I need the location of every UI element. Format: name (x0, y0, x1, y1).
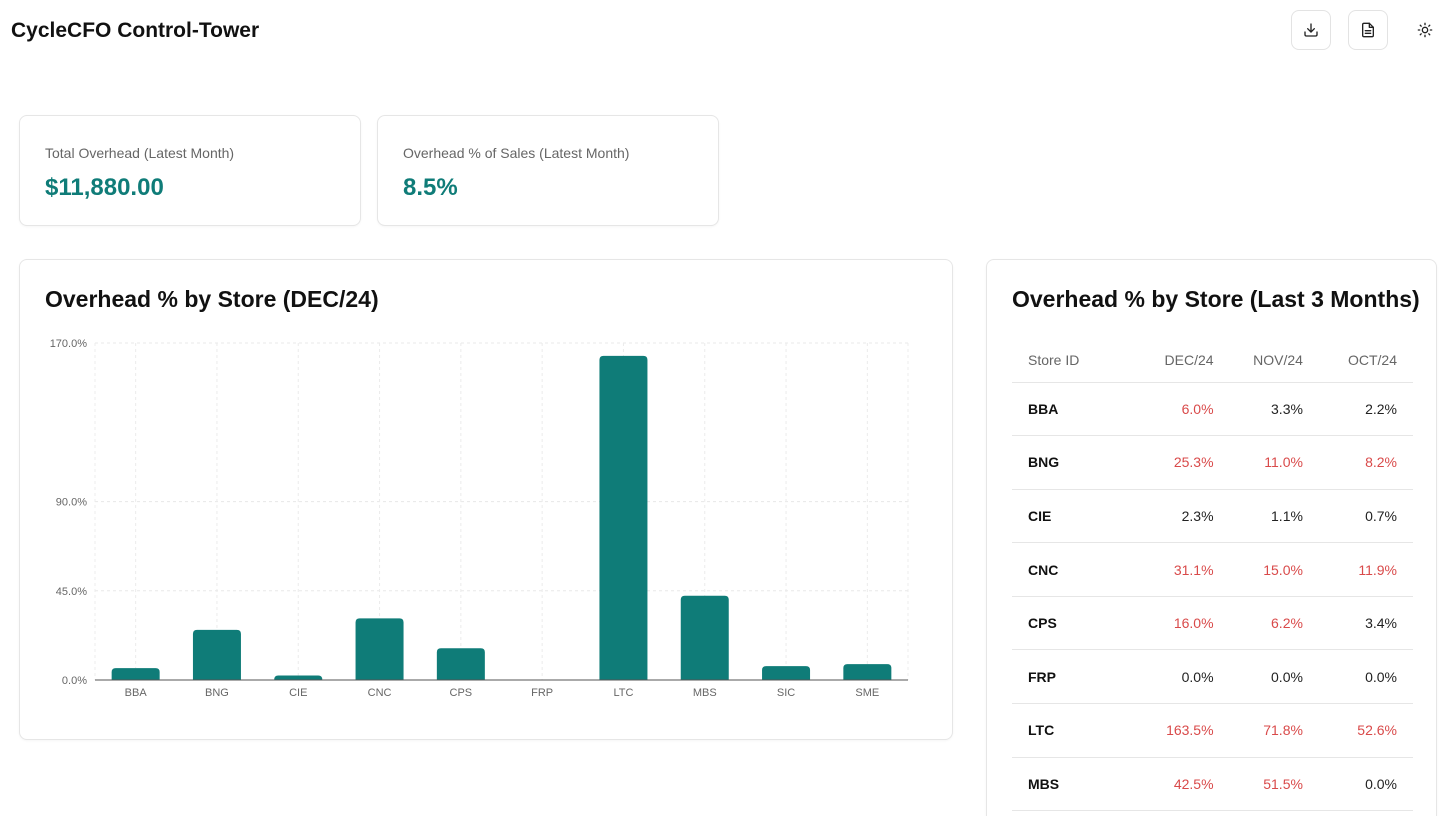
table-title: Overhead % by Store (Last 3 Months) (1012, 286, 1420, 312)
report-button[interactable] (1348, 10, 1388, 50)
overhead-value-cell: 0.0% (1125, 649, 1214, 705)
bar-bba[interactable] (111, 668, 160, 680)
table-row: CNC 31.1% 15.0% 11.9% (1012, 542, 1413, 597)
overhead-value-cell: 8.2% (1302, 435, 1413, 490)
store-id-cell: BNG (1012, 435, 1126, 490)
table-header-row: Store ID DEC/24 NOV/24 OCT/24 (1012, 338, 1413, 383)
kpi-label: Total Overhead (Latest Month) (45, 145, 235, 161)
bar-bng[interactable] (192, 629, 241, 680)
overhead-value-cell: 3.4% (1302, 596, 1413, 651)
bar-sme[interactable] (843, 664, 892, 680)
y-tick-label: 170.0% (50, 338, 88, 350)
x-tick-label: LTC (613, 687, 633, 699)
overhead-value-cell: 0.7% (1302, 489, 1413, 544)
table-row: BBA 6.0% 3.3% 2.2% (1012, 382, 1413, 437)
overhead-value-cell: 6.0% (1125, 382, 1214, 437)
overhead-value-cell: 2.3% (1125, 489, 1214, 544)
overhead-value-cell: 11.0% (1213, 435, 1303, 490)
overhead-pct-card: Overhead % of Sales (Latest Month) 8.5% (377, 115, 719, 226)
sun-icon (1417, 22, 1433, 38)
file-text-icon (1362, 22, 1374, 38)
table-row: BNG 25.3% 11.0% 8.2% (1012, 435, 1413, 490)
overhead-value-cell: 25.3% (1125, 435, 1214, 490)
overhead-table: Store ID DEC/24 NOV/24 OCT/24 BBA 6.0% 3.3% 2.… (1012, 338, 1413, 812)
total-overhead-card: Total Overhead (Latest Month) $11,880.00 (19, 115, 361, 226)
overhead-chart-card: Overhead % by Store (DEC/24) 0.0% 45.0% 90… (19, 259, 953, 740)
kpi-value: 8.5% (403, 174, 458, 201)
bar-cie[interactable] (274, 675, 323, 680)
column-header[interactable]: Store ID (1012, 338, 1126, 383)
y-tick-label: 0.0% (62, 675, 87, 687)
overhead-value-cell: 15.0% (1213, 542, 1303, 597)
x-tick-label: MBS (693, 687, 717, 699)
x-tick-label: BBA (125, 687, 148, 699)
store-id-cell: FRP (1012, 649, 1126, 705)
column-header[interactable]: NOV/24 (1213, 338, 1303, 383)
chart-title: Overhead % by Store (DEC/24) (45, 286, 379, 312)
kpi-value: $11,880.00 (45, 174, 164, 201)
overhead-value-cell: 31.1% (1125, 542, 1214, 597)
overhead-value-cell: 1.1% (1213, 489, 1303, 544)
overhead-value-cell: 0.0% (1213, 649, 1303, 705)
store-id-cell: BBA (1012, 382, 1126, 437)
x-tick-label: CNC (368, 687, 392, 699)
x-tick-label: SIC (777, 687, 795, 699)
x-tick-label: SME (855, 687, 879, 699)
table-row: LTC 163.5% 71.8% 52.6% (1012, 703, 1413, 758)
x-tick-label: CPS (450, 687, 473, 699)
overhead-value-cell: 3.3% (1213, 382, 1303, 437)
overhead-value-cell: 11.9% (1302, 542, 1413, 597)
overhead-value-cell: 2.2% (1302, 382, 1413, 437)
bar-mbs[interactable] (680, 595, 729, 680)
bar-chart: 0.0% 45.0% 90.0% 170.0% BBA BNG CIE CNC CPS FRP LT… (50, 338, 909, 699)
table-row: FRP 0.0% 0.0% 0.0% (1012, 649, 1413, 705)
download-button[interactable] (1291, 10, 1331, 50)
kpi-label: Overhead % of Sales (Latest Month) (403, 145, 630, 161)
overhead-value-cell: 51.5% (1213, 757, 1303, 812)
column-header[interactable]: DEC/24 (1125, 338, 1214, 383)
table-row: CIE 2.3% 1.1% 0.7% (1012, 489, 1413, 544)
x-tick-label: FRP (531, 687, 553, 699)
x-tick-label: CIE (289, 687, 307, 699)
y-tick-label: 90.0% (56, 497, 87, 509)
app-title: CycleCFO Control-Tower (11, 19, 260, 42)
theme-toggle[interactable] (1405, 10, 1445, 50)
overhead-value-cell: 163.5% (1125, 703, 1214, 758)
grid (94, 342, 909, 681)
store-id-cell: MBS (1012, 757, 1126, 812)
bar-sic[interactable] (762, 666, 811, 680)
bar-cnc[interactable] (355, 618, 404, 680)
overhead-value-cell: 71.8% (1213, 703, 1303, 758)
table-row: MBS 42.5% 51.5% 0.0% (1012, 757, 1413, 812)
table-row: CPS 16.0% 6.2% 3.4% (1012, 596, 1413, 651)
overhead-value-cell: 0.0% (1302, 757, 1413, 812)
column-header[interactable]: OCT/24 (1302, 338, 1413, 383)
store-id-cell: CIE (1012, 489, 1126, 544)
bar-cps[interactable] (436, 648, 485, 680)
overhead-table-card: Overhead % by Store (Last 3 Months) Stor… (986, 259, 1437, 816)
bar-ltc[interactable] (599, 355, 648, 680)
overhead-value-cell: 0.0% (1302, 649, 1413, 705)
overhead-value-cell: 6.2% (1213, 596, 1303, 651)
download-icon (1304, 23, 1318, 37)
overhead-value-cell: 42.5% (1125, 757, 1214, 812)
store-id-cell: CNC (1012, 542, 1126, 597)
overhead-value-cell: 52.6% (1302, 703, 1413, 758)
store-id-cell: LTC (1012, 703, 1126, 758)
store-id-cell: CPS (1012, 596, 1126, 651)
overhead-value-cell: 16.0% (1125, 596, 1214, 651)
y-tick-label: 45.0% (56, 586, 87, 598)
x-tick-label: BNG (205, 687, 229, 699)
